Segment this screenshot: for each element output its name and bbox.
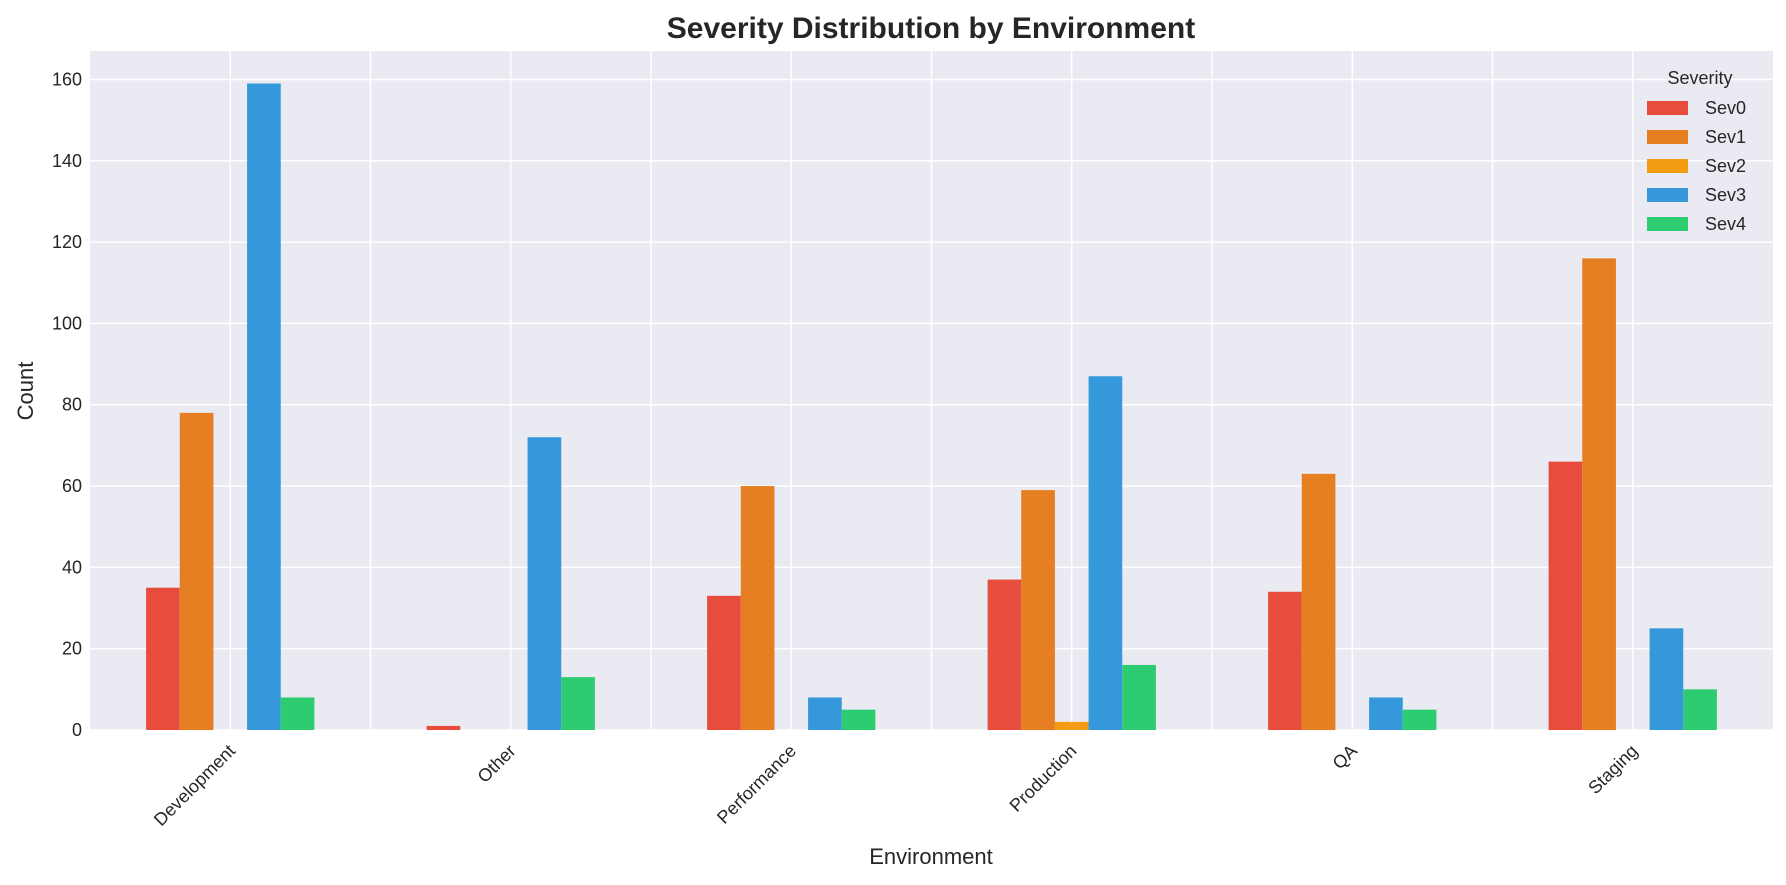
x-axis-label: Environment [869,844,993,869]
bar-sev1-staging [1582,258,1616,730]
bar-sev3-other [527,437,562,730]
bar-sev1-development [179,412,214,730]
bar-sev2-production [1054,721,1089,730]
x-tick-label: Staging [1584,741,1641,798]
y-tick-label: 100 [52,313,82,333]
y-tick-label: 20 [62,639,82,659]
legend-title: Severity [1667,68,1732,88]
legend: Severity Sev0 Sev1 Sev2 Sev3 Sev4 [1647,68,1746,234]
y-axis-label: Count [13,362,38,421]
x-tick-label: Production [1006,741,1081,816]
legend-swatch-sev0 [1647,101,1688,115]
x-tick-labels: Development Other Performance Production QA S… [150,741,1642,830]
bar-sev0-development [146,587,180,730]
bar-sev3-performance [808,697,842,730]
bar-sev4-staging [1683,689,1717,730]
legend-label-sev2: Sev2 [1705,156,1746,176]
x-tick-label: Development [150,741,239,830]
bar-sev3-staging [1649,628,1684,730]
y-tick-label: 120 [52,232,82,252]
bar-sev4-development [280,697,315,730]
bar-sev0-other [426,725,461,730]
legend-swatch-sev2 [1647,159,1688,173]
bar-sev3-qa [1369,697,1403,730]
bar-sev1-production [1021,490,1055,730]
bar-sev3-production [1088,376,1123,730]
x-tick-label: QA [1329,741,1362,774]
legend-label-sev1: Sev1 [1705,127,1746,147]
bar-sev1-performance [740,486,775,730]
bar-sev4-other [561,677,595,730]
y-tick-labels: 0 20 40 60 80 100 120 140 160 [52,69,82,740]
legend-swatch-sev3 [1647,188,1688,202]
bar-sev4-performance [841,709,876,730]
x-tick-label: Other [474,741,520,787]
bar-sev0-staging [1548,461,1583,730]
legend-swatch-sev4 [1647,217,1688,231]
bars [146,83,1717,730]
y-tick-label: 140 [52,151,82,171]
bar-sev3-development [247,83,281,730]
bar-sev0-qa [1268,591,1302,730]
legend-label-sev3: Sev3 [1705,185,1746,205]
legend-label-sev4: Sev4 [1705,214,1746,234]
y-tick-label: 80 [62,395,82,415]
legend-swatch-sev1 [1647,130,1688,144]
x-tick-label: Performance [713,741,800,828]
y-tick-label: 0 [72,720,82,740]
bar-sev1-qa [1301,473,1336,730]
bar-sev0-production [987,579,1022,730]
y-tick-label: 160 [52,69,82,89]
bar-sev4-qa [1402,709,1437,730]
y-tick-label: 40 [62,557,82,577]
bar-sev4-production [1122,664,1156,730]
legend-label-sev0: Sev0 [1705,98,1746,118]
chart-title: Severity Distribution by Environment [667,12,1195,45]
y-tick-label: 60 [62,476,82,496]
bar-sev0-performance [707,595,741,730]
gridlines [90,51,1773,731]
